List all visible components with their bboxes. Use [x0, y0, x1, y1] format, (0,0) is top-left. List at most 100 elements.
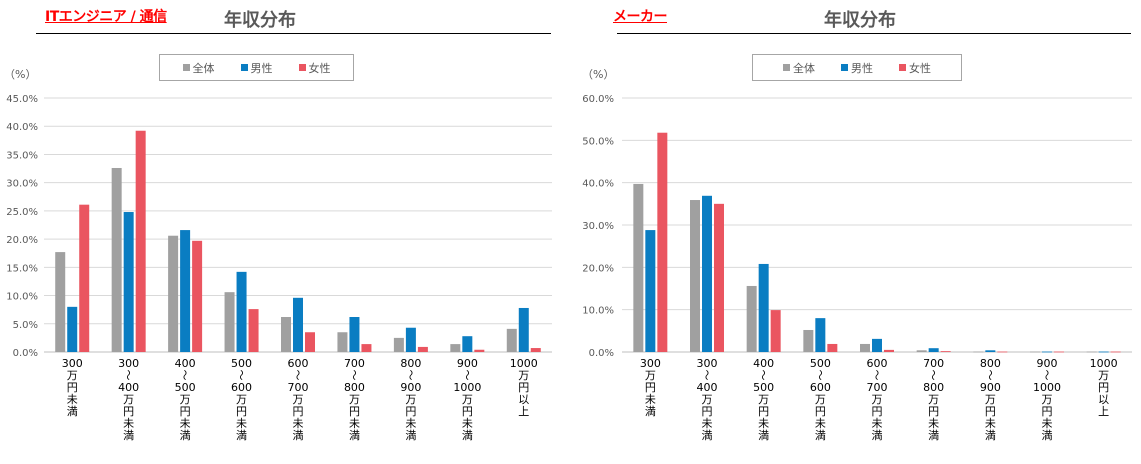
x-tick-label: 満	[872, 429, 883, 442]
x-tick-label: 万	[349, 393, 360, 406]
x-tick-label: 700	[288, 381, 309, 394]
legend-item-female: 女性	[298, 60, 331, 76]
y-tick-label: 0.0%	[589, 348, 614, 359]
x-tick-label: 満	[645, 405, 656, 418]
bar-male	[645, 230, 656, 352]
x-tick-label: 上	[1098, 405, 1109, 418]
y-tick-label: 40.0%	[6, 122, 38, 133]
bar-all	[281, 317, 291, 352]
bar-female	[1054, 351, 1064, 353]
x-tick-label: 〜	[870, 370, 883, 381]
category-title[interactable]: メーカー	[613, 9, 668, 25]
x-tick-label: 万	[1098, 369, 1109, 382]
title-divider	[617, 33, 1131, 34]
x-tick-label: 〜	[122, 370, 135, 381]
x-tick-label: 万	[645, 369, 656, 382]
y-tick-label: 30.0%	[6, 179, 38, 190]
x-tick-label: 円	[815, 405, 826, 418]
x-tick-label: 800	[400, 357, 421, 370]
x-tick-label: 円	[928, 405, 939, 418]
chart-title: 年収分布	[224, 10, 296, 31]
bar-female	[305, 332, 315, 352]
x-tick-label: 万	[462, 393, 473, 406]
bar-male	[123, 212, 134, 352]
title-divider	[36, 33, 551, 34]
x-tick-label: 万	[928, 393, 939, 406]
bar-female	[884, 349, 894, 352]
x-tick-label: 〜	[983, 370, 996, 381]
chart-panel-it: ITエンジニア / 通信 年収分布 全体 男性 女性 （%） 0.0% 5.0% 1…	[0, 0, 570, 464]
x-tick-label: 1000	[1090, 357, 1118, 370]
x-tick-label: 500	[753, 381, 774, 394]
chart-panel-maker: メーカー 年収分布 全体 男性 女性 （%） 0.0% 10.0% 20.0% 30.…	[570, 0, 1141, 464]
x-tick-label: 満	[405, 429, 416, 442]
bar-male	[872, 338, 882, 352]
bar-female	[361, 344, 372, 352]
x-tick-label: 円	[518, 381, 529, 394]
x-tick-label: 万	[758, 393, 769, 406]
x-tick-label: 満	[815, 429, 826, 442]
y-tick-label: 15.0%	[6, 263, 38, 274]
bar-all	[224, 292, 235, 352]
bar-all	[1030, 351, 1040, 353]
x-tick-label: 〜	[700, 370, 713, 381]
x-tick-label: 未	[985, 417, 996, 430]
x-tick-label: 万	[815, 393, 826, 406]
x-tick-label: 円	[123, 405, 134, 418]
bar-all	[1086, 351, 1097, 353]
x-tick-label: 600	[810, 381, 831, 394]
x-tick-label: 300	[640, 357, 661, 370]
y-tick-label: 60.0%	[582, 94, 614, 105]
y-tick-label: 35.0%	[6, 150, 38, 161]
bar-male	[815, 318, 826, 352]
x-tick-label: 500	[231, 357, 252, 370]
bar-male	[462, 336, 473, 352]
bar-all	[506, 328, 517, 352]
legend-label: 男性	[250, 61, 273, 75]
x-tick-label: 未	[293, 417, 304, 430]
bar-female	[1110, 351, 1121, 353]
x-tick-label: 400	[175, 357, 196, 370]
chart-title: 年収分布	[824, 10, 896, 31]
x-tick-label: 未	[349, 417, 360, 430]
x-tick-label: 900	[980, 381, 1001, 394]
x-tick-label: 700	[867, 381, 888, 394]
x-tick-label: 700	[923, 357, 944, 370]
bar-female	[248, 309, 259, 352]
x-tick-label: 満	[236, 429, 247, 442]
legend-label: 男性	[851, 61, 873, 75]
bar-male	[236, 271, 247, 352]
x-tick-label: 500	[810, 357, 831, 370]
bar-male	[702, 195, 712, 352]
legend-label: 女性	[909, 61, 931, 75]
x-tick-label: 円	[758, 405, 769, 418]
bar-female	[417, 346, 428, 352]
x-tick-label: 満	[462, 429, 473, 442]
x-tick-label: 1000	[510, 357, 538, 370]
y-tick-label: 0.0%	[13, 348, 38, 359]
bar-male	[180, 230, 191, 352]
y-tick-label: 20.0%	[582, 263, 614, 274]
x-tick-label: 800	[980, 357, 1001, 370]
x-tick-label: 未	[1042, 417, 1053, 430]
bar-male	[1042, 351, 1052, 353]
bar-female	[530, 348, 541, 352]
legend-item-all: 全体	[783, 60, 815, 76]
x-tick-label: 満	[1042, 429, 1053, 442]
x-tick-label: 満	[702, 429, 713, 442]
x-tick-label: 未	[67, 393, 78, 406]
bar-all	[168, 235, 179, 352]
x-tick-label: 円	[1098, 381, 1109, 394]
bar-male	[67, 306, 78, 352]
category-title[interactable]: ITエンジニア / 通信	[45, 9, 167, 25]
bar-all	[337, 332, 348, 352]
x-tick-label: 900	[457, 357, 478, 370]
x-tick-label: 万	[293, 393, 304, 406]
x-tick-label: 満	[985, 429, 996, 442]
bar-all	[690, 200, 700, 352]
x-tick-label: 万	[67, 369, 78, 382]
x-tick-label: 900	[1037, 357, 1058, 370]
x-tick-label: 円	[180, 405, 191, 418]
bar-female	[770, 310, 781, 352]
x-tick-label: 400	[697, 381, 718, 394]
